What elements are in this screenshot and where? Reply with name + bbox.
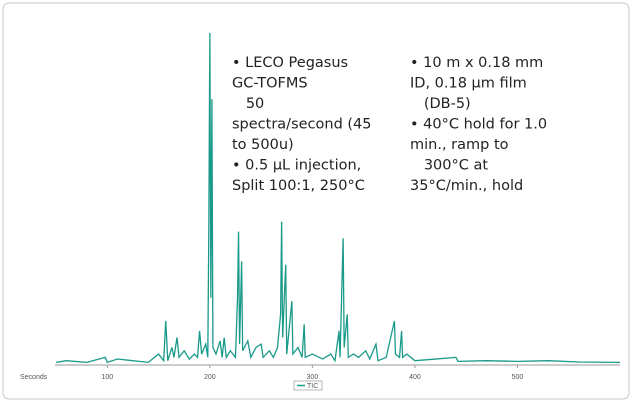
x-tick-label: 200 bbox=[204, 374, 216, 381]
x-axis-label: Seconds bbox=[20, 374, 48, 381]
x-tick-label: 500 bbox=[512, 374, 524, 381]
annotation-line: to 500u) bbox=[232, 137, 294, 153]
annotation-line: GC-TOFMS bbox=[232, 76, 308, 92]
annotation-line: ID, 0.18 µm film bbox=[410, 76, 527, 92]
annotation-line: min., ramp to bbox=[410, 137, 509, 153]
annotation-line: 300°C at bbox=[410, 158, 488, 174]
data-line bbox=[55, 32, 621, 364]
legend-box bbox=[293, 380, 323, 391]
x-tick-label: 100 bbox=[101, 374, 113, 381]
annotation-line: 50 bbox=[232, 96, 264, 112]
annotation-line: • 40°C hold for 1.0 bbox=[410, 117, 547, 133]
annotation-line: spectra/second (45 bbox=[232, 117, 372, 133]
x-tick-label: 300 bbox=[307, 374, 319, 381]
annotation-line: 35°C/min., hold bbox=[410, 178, 523, 194]
annotation-line: (DB-5) bbox=[410, 96, 471, 112]
annotation-line: • 10 m x 0.18 mm bbox=[410, 55, 543, 71]
annotation-line: • 0.5 µL injection, bbox=[232, 158, 361, 174]
legend-label: TIC bbox=[307, 383, 318, 390]
annotation-line: • LECO Pegasus bbox=[232, 55, 348, 71]
annotation-line: Split 100:1, 250°C bbox=[232, 178, 365, 194]
x-tick-label: 400 bbox=[409, 374, 421, 381]
